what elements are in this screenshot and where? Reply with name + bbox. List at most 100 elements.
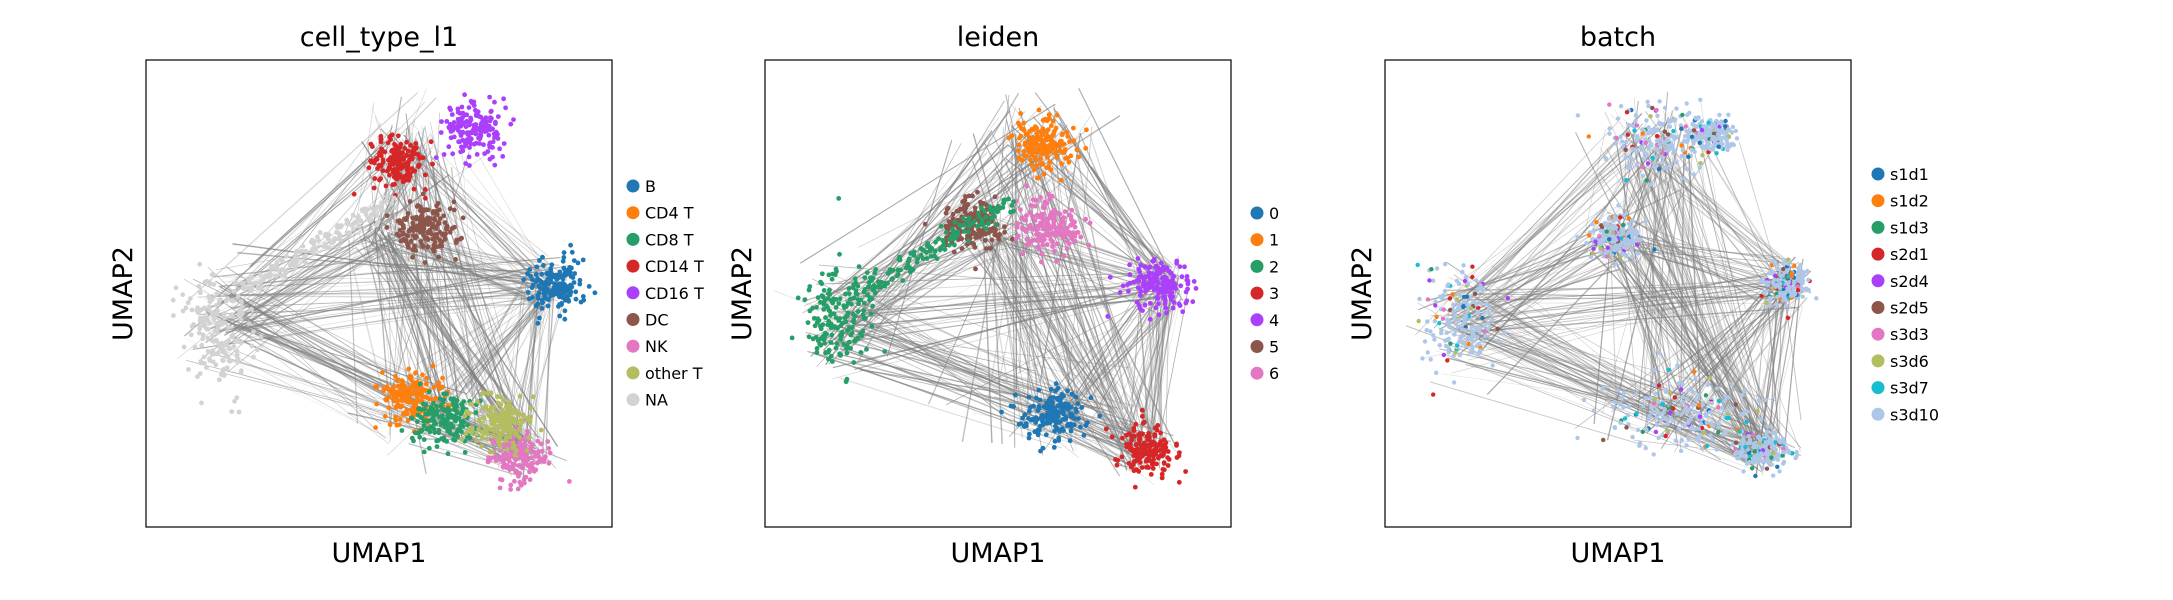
cell-point (413, 248, 419, 253)
cell-point (1665, 132, 1671, 137)
cell-point (417, 381, 423, 387)
cell-point (863, 315, 868, 321)
cell-point (950, 216, 956, 221)
graph-edge (1458, 248, 1631, 331)
graph-edge (1002, 225, 1035, 390)
graph-edge (454, 147, 549, 275)
graph-edge (1005, 158, 1164, 285)
legend-label: CD8 T (645, 230, 694, 249)
cell-point (1462, 278, 1468, 284)
cell-point (1050, 142, 1056, 148)
cell-point (940, 238, 946, 243)
cell-point (848, 332, 854, 338)
cell-point (1033, 157, 1039, 163)
cell-point (1461, 299, 1467, 305)
cell-point (234, 353, 240, 359)
cell-point (1445, 317, 1450, 322)
graph-edge (1479, 169, 1614, 282)
cell-point (1485, 321, 1491, 326)
cell-point (872, 284, 878, 290)
cell-point (205, 349, 211, 354)
cell-point (1689, 134, 1695, 139)
cell-point (1035, 226, 1041, 232)
cell-point (1067, 139, 1072, 145)
cell-point (1462, 328, 1468, 333)
cell-point (526, 296, 532, 302)
graph-edge (984, 248, 1008, 382)
cell-point (535, 438, 541, 444)
cell-point (992, 194, 998, 200)
cell-point (1432, 318, 1438, 324)
graph-edge (837, 234, 1013, 328)
cell-point (980, 222, 986, 228)
cell-point (391, 398, 396, 404)
cell-point (1162, 288, 1168, 294)
cell-point (411, 186, 417, 192)
cell-point (1689, 414, 1694, 420)
graph-edge (232, 97, 437, 310)
cell-point (456, 415, 462, 421)
cell-point (538, 427, 544, 433)
cell-point (1659, 154, 1664, 159)
cell-point (1795, 284, 1801, 289)
graph-edge (1593, 224, 1613, 425)
cell-point (872, 270, 878, 276)
graph-edge (1428, 247, 1614, 302)
cell-point (389, 201, 395, 206)
cell-point (829, 298, 834, 304)
cell-point (1473, 325, 1479, 331)
cell-point (1035, 244, 1041, 250)
cell-point (988, 226, 993, 232)
cell-point (209, 272, 215, 277)
cell-point (436, 427, 442, 433)
cell-point (539, 271, 545, 277)
cell-point (1149, 281, 1155, 286)
cell-point (1136, 469, 1142, 474)
cell-point (1134, 458, 1139, 463)
cell-point (1155, 280, 1161, 286)
cell-point (1133, 421, 1139, 427)
cell-point (204, 365, 209, 370)
cell-point (1453, 328, 1459, 333)
cell-point (539, 449, 545, 454)
cell-point (1431, 278, 1436, 283)
cell-point (1168, 297, 1174, 302)
cell-point (554, 290, 559, 296)
cell-point (1679, 412, 1684, 417)
graph-edge (1078, 87, 1181, 293)
cell-point (1176, 301, 1182, 307)
cell-point (227, 358, 232, 364)
cell-point (512, 478, 517, 484)
graph-edge (841, 230, 1030, 326)
cell-point (524, 461, 529, 467)
cell-point (1155, 296, 1161, 301)
cell-point (1053, 381, 1059, 387)
graph-edge (1119, 277, 1180, 455)
cell-point (966, 238, 971, 244)
cell-point (521, 277, 527, 283)
cell-point (1174, 443, 1179, 448)
cell-point (1649, 142, 1654, 147)
graph-edge (985, 221, 1043, 420)
cell-point (421, 388, 427, 393)
cell-point (455, 106, 461, 112)
cell-point (1665, 417, 1671, 423)
cell-point (1417, 296, 1422, 302)
cell-point (170, 297, 176, 303)
cell-point (403, 411, 409, 417)
cell-point (1063, 401, 1068, 407)
cell-point (1456, 319, 1461, 324)
cell-point (422, 260, 428, 265)
cell-point (380, 168, 386, 174)
cell-point (431, 384, 437, 390)
cell-point (471, 141, 477, 147)
cell-point (1144, 464, 1149, 470)
cell-point (1652, 165, 1658, 170)
cell-point (476, 417, 482, 423)
cell-point (401, 155, 406, 161)
graph-edge (249, 286, 551, 338)
cell-point (1029, 162, 1034, 168)
cell-point (1035, 427, 1041, 433)
graph-edge (1695, 133, 1784, 283)
cell-point (400, 379, 405, 384)
